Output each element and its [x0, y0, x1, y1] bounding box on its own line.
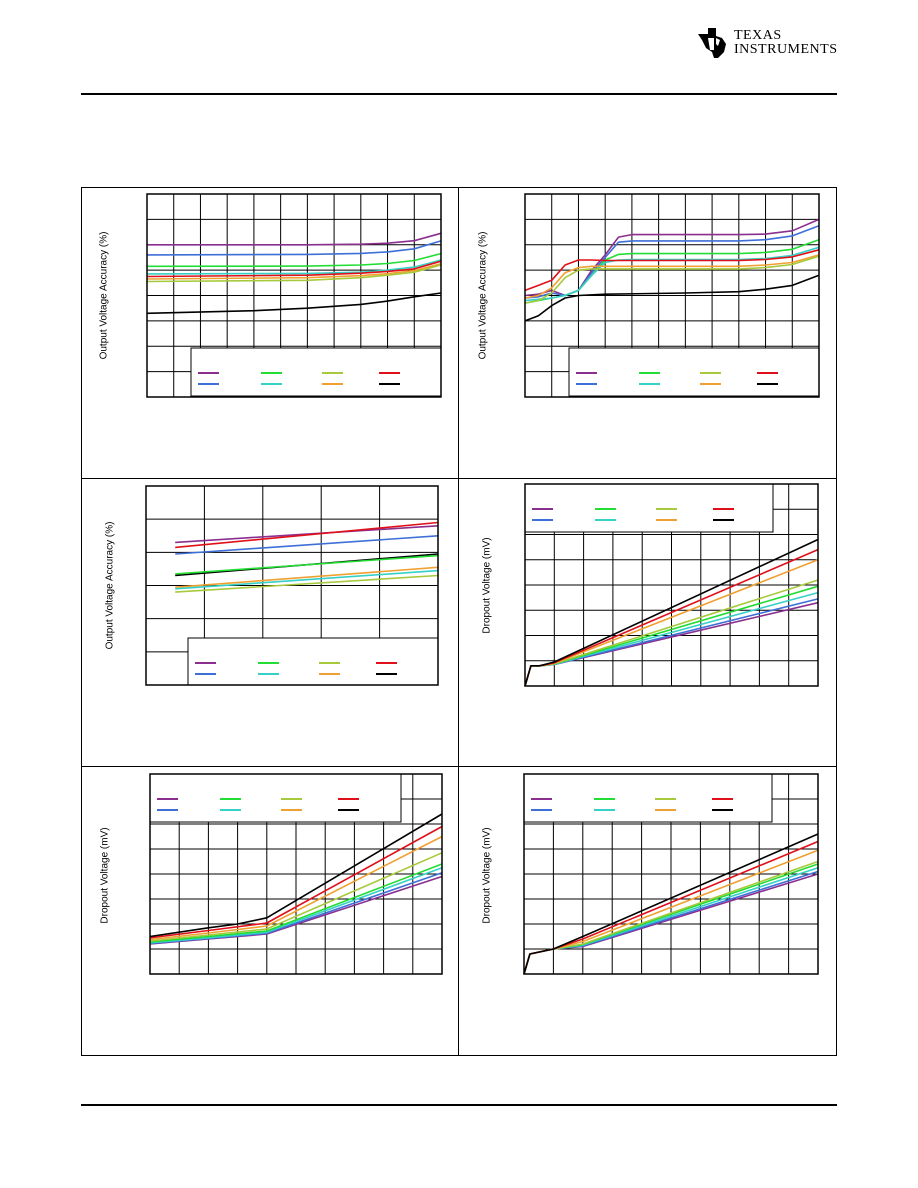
logo-line-texas: TEXAS	[734, 28, 782, 43]
ti-state-logo-icon	[698, 28, 726, 58]
chart-5-series-cyan	[149, 867, 443, 944]
chart-1-series-green	[146, 252, 442, 268]
chart-1-series-cyan	[146, 259, 442, 275]
chart-1-series-purple	[147, 232, 442, 246]
chart-1-plot-area	[146, 193, 442, 398]
chart-3-series-red	[175, 521, 439, 549]
chart-1-series-blue	[146, 240, 442, 256]
chart-2-series-orange	[524, 254, 820, 299]
chart-3-legend	[187, 637, 439, 686]
chart-5-series-orange	[149, 835, 443, 941]
chart-1-series-yellowgreen	[146, 264, 442, 283]
figure-grid-divider-row2	[81, 766, 837, 767]
chart-3-series-yellowgreen	[175, 574, 439, 593]
chart-6-plot-area	[523, 773, 819, 975]
chart-6-legend	[523, 773, 773, 823]
chart-3-series-cyan	[175, 569, 439, 590]
logo-line-instruments: INSTRUMENTS	[734, 42, 838, 57]
figure-grid-divider-row1	[81, 478, 837, 479]
header-rule	[81, 93, 837, 95]
ti-logo: TEXAS INSTRUMENTS	[696, 26, 841, 62]
chart-2-series-purple	[524, 218, 820, 297]
chart-5-legend	[149, 773, 402, 823]
figure-grid-frame	[81, 187, 837, 1056]
footer-rule	[81, 1104, 837, 1106]
chart-1-series-orange	[146, 263, 442, 280]
chart-2-series-red	[524, 249, 820, 292]
chart-5-plot-area	[149, 773, 443, 975]
chart-5-series-yellowgreen	[149, 852, 443, 942]
chart-4-plot-area	[524, 483, 819, 687]
chart-2-plot-area	[524, 193, 820, 398]
figure-grid-divider-vertical	[458, 187, 459, 1056]
chart-4-series-black	[524, 538, 819, 687]
chart-3-plot-area	[145, 485, 439, 686]
chart-5-series-green	[149, 863, 443, 943]
chart-5-series-red	[149, 825, 443, 939]
chart-3-series-green	[175, 554, 439, 575]
chart-5-series-black	[149, 813, 443, 938]
chart-2-series-cyan	[524, 246, 820, 302]
chart-3-series-purple	[175, 525, 439, 544]
chart-3-series-orange	[175, 566, 439, 588]
chart-3-series-blue	[175, 535, 439, 555]
chart-6-series-black	[523, 833, 819, 975]
chart-2-series-black	[524, 274, 820, 322]
chart-1-series-red	[146, 260, 442, 278]
chart-1-series-black	[146, 292, 442, 315]
chart-2-series-yellowgreen	[524, 255, 820, 304]
